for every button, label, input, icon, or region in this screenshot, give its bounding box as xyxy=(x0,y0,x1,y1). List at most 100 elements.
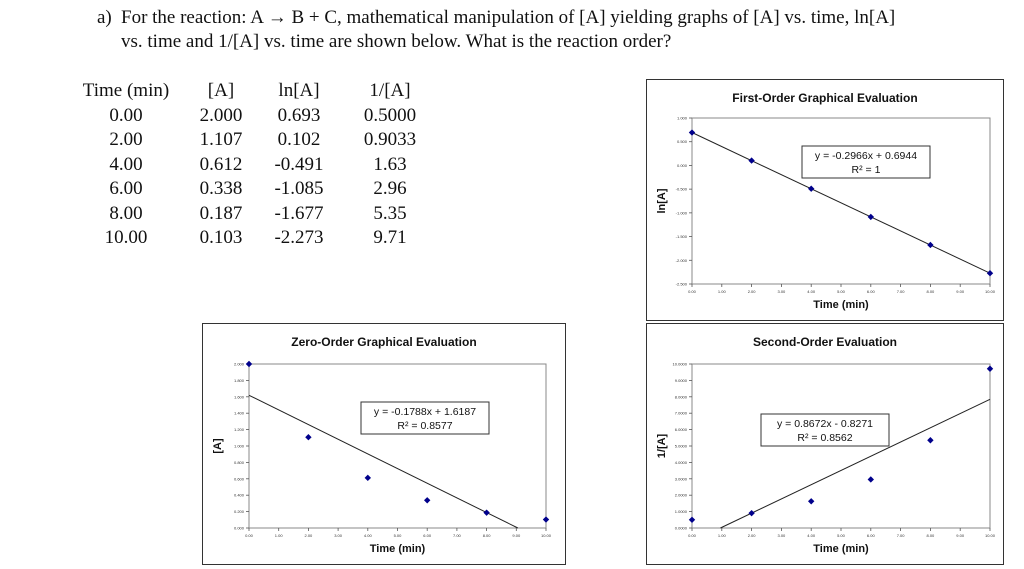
x-tick-label: 4.00 xyxy=(807,289,816,294)
x-tick-label: 2.00 xyxy=(748,533,757,538)
chart-title: First-Order Graphical Evaluation xyxy=(732,91,917,105)
y-tick-label: 6.0000 xyxy=(675,427,688,432)
y-tick-label: 1.000 xyxy=(677,116,688,121)
table-cell: 2.00 xyxy=(109,129,143,151)
y-tick-label: 0.200 xyxy=(234,509,245,514)
data-point xyxy=(808,498,815,505)
x-tick-label: 1.00 xyxy=(718,289,727,294)
question-line-1: a) For the reaction: A → B + C, mathemati… xyxy=(97,6,997,30)
x-tick-label: 8.00 xyxy=(927,533,936,538)
table-cell: 1.63 xyxy=(373,153,407,175)
chart-title: Second-Order Evaluation xyxy=(753,335,897,349)
y-tick-label: -2.500 xyxy=(676,282,688,287)
y-tick-label: 1.400 xyxy=(234,411,245,416)
data-point xyxy=(867,476,874,483)
plot-area xyxy=(248,363,547,529)
y-tick-label: 3.0000 xyxy=(675,476,688,481)
y-tick-label: 0.000 xyxy=(234,526,245,531)
data-point xyxy=(986,365,994,372)
x-tick-label: 1.00 xyxy=(718,533,727,538)
trendline xyxy=(691,132,991,274)
data-point xyxy=(808,185,815,192)
table-cell: 2.000 xyxy=(199,104,243,126)
table-cell: -0.491 xyxy=(274,153,324,175)
x-tick-label: 2.00 xyxy=(305,533,314,538)
table-cell: -2.273 xyxy=(274,227,324,249)
r-squared-text: R² = 0.8577 xyxy=(397,420,452,432)
y-tick-label: 5.0000 xyxy=(675,444,688,449)
x-tick-label: 3.00 xyxy=(778,289,787,294)
table-row: 0.00 2.000 0.693 0.5000 xyxy=(70,104,442,129)
x-tick-label: 9.00 xyxy=(512,533,521,538)
trendline xyxy=(720,398,991,529)
y-tick-label: 10.0000 xyxy=(673,362,688,367)
y-tick-label: 1.200 xyxy=(234,427,245,432)
x-axis-label: Time (min) xyxy=(813,299,869,311)
x-tick-label: 10.00 xyxy=(985,289,996,294)
data-point xyxy=(483,509,490,516)
question-line-2: vs. time and 1/[A] vs. time are shown be… xyxy=(121,31,672,52)
y-tick-label: -1.000 xyxy=(676,210,688,215)
table-cell: 9.71 xyxy=(373,227,407,249)
equation-box xyxy=(760,413,890,447)
equation-text: y = -0.2966x + 0.6944 xyxy=(815,150,917,162)
y-tick-label: 2.000 xyxy=(234,362,245,367)
x-tick-label: 6.00 xyxy=(867,533,876,538)
x-axis-label: Time (min) xyxy=(370,543,426,555)
y-tick-label: 0.500 xyxy=(677,139,688,144)
y-axis-label: ln[A] xyxy=(656,188,668,213)
second-order-chart-svg: Second-Order Evaluation 10.0000 9.0000 8.00… xyxy=(656,335,996,555)
table-cell: 2.96 xyxy=(373,178,407,200)
table-row: 2.00 1.107 0.102 0.9033 xyxy=(70,128,442,153)
x-tick-label: 9.00 xyxy=(956,533,965,538)
y-axis-label: 1/[A] xyxy=(656,433,668,458)
chart-title: Zero-Order Graphical Evaluation xyxy=(291,335,476,349)
x-tick-label: 1.00 xyxy=(275,533,284,538)
y-tick-label: -2.000 xyxy=(676,258,688,263)
table-cell: -1.677 xyxy=(274,202,324,224)
x-tick-label: 6.00 xyxy=(867,289,876,294)
y-axis-label: [A] xyxy=(212,438,224,454)
table-row: 8.00 0.187 -1.677 5.35 xyxy=(70,202,442,227)
data-point xyxy=(688,516,696,523)
question-text: a) For the reaction: A → B + C, mathemati… xyxy=(97,6,997,54)
x-tick-label: 10.00 xyxy=(541,533,552,538)
data-point xyxy=(927,241,934,249)
y-tick-label: 4.0000 xyxy=(675,460,688,465)
first-order-chart: First-Order Graphical Evaluation 1.000 0.5… xyxy=(646,79,1004,321)
table-cell: 0.103 xyxy=(199,227,243,249)
y-tick-label: 1.800 xyxy=(234,378,245,383)
table-cell: 8.00 xyxy=(109,202,143,224)
equation-text: y = 0.8672x - 0.8271 xyxy=(777,418,873,430)
plot-area xyxy=(691,117,991,285)
table-cell: 0.187 xyxy=(199,202,243,224)
zero-order-chart-svg: Zero-Order Graphical Evaluation 2.000 1.80… xyxy=(212,335,552,555)
table-cell: 4.00 xyxy=(109,153,143,175)
y-tick-label: 8.0000 xyxy=(675,394,688,399)
y-tick-label: 9.0000 xyxy=(675,378,688,383)
x-tick-label: 7.00 xyxy=(897,289,906,294)
data-point xyxy=(424,497,431,504)
y-tick-label: 0.600 xyxy=(234,476,245,481)
x-tick-label: 3.00 xyxy=(778,533,787,538)
x-tick-label: 8.00 xyxy=(927,289,936,294)
y-tick-label: 1.000 xyxy=(234,444,245,449)
x-tick-label: 4.00 xyxy=(364,533,373,538)
x-tick-label: 7.00 xyxy=(897,533,906,538)
equation-box xyxy=(360,401,490,435)
table-cell: 6.00 xyxy=(109,178,143,200)
table-cell: 0.693 xyxy=(277,104,321,126)
data-point xyxy=(245,360,253,368)
x-axis-label: Time (min) xyxy=(813,543,869,555)
table-cell: 0.9033 xyxy=(363,129,417,151)
table-cell: 0.00 xyxy=(109,104,143,126)
x-tick-label: 0.00 xyxy=(245,533,254,538)
table-cell: 0.102 xyxy=(277,129,321,151)
data-point xyxy=(748,509,755,517)
data-point xyxy=(867,213,874,221)
trendline xyxy=(248,394,519,529)
table-cell: 0.612 xyxy=(199,153,243,175)
y-tick-label: 2.0000 xyxy=(675,493,688,498)
table-cell: 0.5000 xyxy=(363,104,417,126)
table-cell: -1.085 xyxy=(274,178,324,200)
